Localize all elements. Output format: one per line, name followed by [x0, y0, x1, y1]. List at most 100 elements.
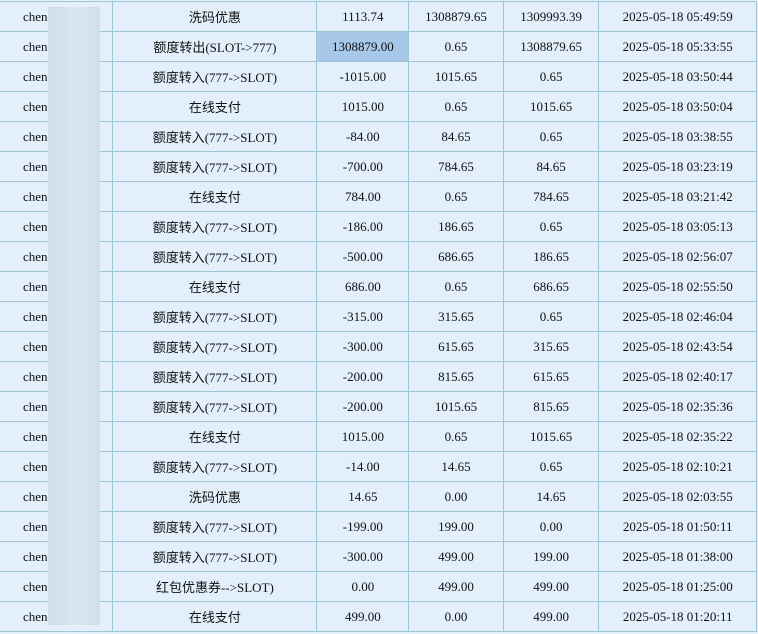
table-row[interactable]: chen 额度转入(777->SLOT) -200.00 815.65 615.65 20…: [0, 361, 757, 392]
cell-amount[interactable]: 14.65: [316, 481, 410, 512]
cell-after[interactable]: 615.65: [502, 361, 600, 392]
cell-before[interactable]: 315.65: [408, 301, 504, 332]
table-row[interactable]: chen 额度转入(777->SLOT) -300.00 615.65 315.65 20…: [0, 331, 757, 362]
cell-type[interactable]: 额度转入(777->SLOT): [112, 241, 318, 272]
table-row[interactable]: chen 在线支付 784.00 0.65 784.65 2025-05-18 03:21…: [0, 181, 757, 212]
cell-before[interactable]: 499.00: [408, 571, 504, 602]
cell-after[interactable]: 84.65: [502, 151, 600, 182]
cell-before[interactable]: 784.65: [408, 151, 504, 182]
cell-before[interactable]: 499.00: [408, 541, 504, 572]
cell-after[interactable]: 1308879.65: [502, 31, 600, 62]
table-row[interactable]: chen 额度转入(777->SLOT) -186.00 186.65 0.65 2025…: [0, 211, 757, 242]
cell-time[interactable]: 2025-05-18 02:10:21: [598, 451, 757, 482]
cell-before[interactable]: 186.65: [408, 211, 504, 242]
cell-before[interactable]: 0.65: [408, 271, 504, 302]
cell-after[interactable]: 1015.65: [502, 421, 600, 452]
cell-amount[interactable]: -14.00: [316, 451, 410, 482]
cell-after[interactable]: 686.65: [502, 271, 600, 302]
cell-type[interactable]: 在线支付: [112, 421, 318, 452]
cell-amount[interactable]: -700.00: [316, 151, 410, 182]
cell-before[interactable]: 0.65: [408, 181, 504, 212]
cell-time[interactable]: 2025-05-18 01:20:11: [598, 601, 757, 632]
table-row[interactable]: chen 额度转入(777->SLOT) -200.00 1015.65 815.65 2…: [0, 391, 757, 422]
cell-type[interactable]: 在线支付: [112, 601, 318, 632]
table-row[interactable]: chen 额度转入(777->SLOT) -199.00 199.00 0.00 2025…: [0, 511, 757, 542]
cell-time[interactable]: 2025-05-18 03:21:42: [598, 181, 757, 212]
table-row[interactable]: chen 洗码优惠 14.65 0.00 14.65 2025-05-18 02:03:5…: [0, 481, 757, 512]
cell-after[interactable]: 199.00: [502, 541, 600, 572]
cell-after[interactable]: 784.65: [502, 181, 600, 212]
cell-type[interactable]: 额度转入(777->SLOT): [112, 541, 318, 572]
table-row[interactable]: chen 在线支付 686.00 0.65 686.65 2025-05-18 02:55…: [0, 271, 757, 302]
cell-time[interactable]: 2025-05-18 01:50:11: [598, 511, 757, 542]
cell-before[interactable]: 615.65: [408, 331, 504, 362]
cell-after[interactable]: 0.65: [502, 121, 600, 152]
cell-amount[interactable]: -186.00: [316, 211, 410, 242]
table-row[interactable]: chen 在线支付 499.00 0.00 499.00 2025-05-18 01:20…: [0, 601, 757, 632]
cell-time[interactable]: 2025-05-18 02:03:55: [598, 481, 757, 512]
cell-before[interactable]: 0.00: [408, 601, 504, 632]
cell-time[interactable]: 2025-05-18 01:25:00: [598, 571, 757, 602]
cell-before[interactable]: 84.65: [408, 121, 504, 152]
cell-amount[interactable]: -200.00: [316, 391, 410, 422]
cell-time[interactable]: 2025-05-18 03:50:44: [598, 61, 757, 92]
cell-before[interactable]: 0.65: [408, 421, 504, 452]
cell-type[interactable]: 额度转入(777->SLOT): [112, 361, 318, 392]
cell-after[interactable]: 815.65: [502, 391, 600, 422]
table-row[interactable]: chen 在线支付 1015.00 0.65 1015.65 2025-05-18 03:…: [0, 91, 757, 122]
cell-amount[interactable]: -1015.00: [316, 61, 410, 92]
cell-amount[interactable]: -300.00: [316, 541, 410, 572]
cell-time[interactable]: 2025-05-18 01:38:00: [598, 541, 757, 572]
cell-time[interactable]: 2025-05-18 02:35:36: [598, 391, 757, 422]
cell-type[interactable]: 在线支付: [112, 181, 318, 212]
cell-time[interactable]: 2025-05-18 02:40:17: [598, 361, 757, 392]
cell-amount[interactable]: 1113.74: [316, 1, 410, 32]
cell-before[interactable]: 1015.65: [408, 391, 504, 422]
cell-type[interactable]: 额度转入(777->SLOT): [112, 211, 318, 242]
cell-amount[interactable]: 499.00: [316, 601, 410, 632]
cell-before[interactable]: 686.65: [408, 241, 504, 272]
cell-before[interactable]: 0.65: [408, 91, 504, 122]
cell-after[interactable]: 499.00: [502, 601, 600, 632]
cell-type[interactable]: 在线支付: [112, 91, 318, 122]
cell-before[interactable]: 14.65: [408, 451, 504, 482]
cell-time[interactable]: 2025-05-18 03:05:13: [598, 211, 757, 242]
cell-after[interactable]: 14.65: [502, 481, 600, 512]
cell-after[interactable]: 1309993.39: [502, 1, 600, 32]
cell-type[interactable]: 红包优惠券-->SLOT): [112, 571, 318, 602]
cell-before[interactable]: 0.65: [408, 31, 504, 62]
cell-after[interactable]: 0.65: [502, 301, 600, 332]
table-row[interactable]: chen 额度转入(777->SLOT) -700.00 784.65 84.65 202…: [0, 151, 757, 182]
cell-time[interactable]: 2025-05-18 02:35:22: [598, 421, 757, 452]
table-row[interactable]: chen 洗码优惠 1113.74 1308879.65 1309993.39 2025-…: [0, 1, 757, 32]
cell-amount[interactable]: -500.00: [316, 241, 410, 272]
cell-type[interactable]: 洗码优惠: [112, 481, 318, 512]
cell-type[interactable]: 额度转出(SLOT->777): [112, 31, 318, 62]
cell-before[interactable]: 199.00: [408, 511, 504, 542]
table-row[interactable]: chen 额度转入(777->SLOT) -300.00 499.00 199.00 20…: [0, 541, 757, 572]
cell-amount[interactable]: -200.00: [316, 361, 410, 392]
cell-after[interactable]: 0.65: [502, 211, 600, 242]
table-row[interactable]: chen 额度转入(777->SLOT) -315.00 315.65 0.65 2025…: [0, 301, 757, 332]
cell-after[interactable]: 315.65: [502, 331, 600, 362]
cell-after[interactable]: 1015.65: [502, 91, 600, 122]
cell-type[interactable]: 洗码优惠: [112, 1, 318, 32]
cell-type[interactable]: 额度转入(777->SLOT): [112, 121, 318, 152]
cell-amount[interactable]: 0.00: [316, 571, 410, 602]
cell-amount[interactable]: 1015.00: [316, 421, 410, 452]
cell-type[interactable]: 额度转入(777->SLOT): [112, 61, 318, 92]
cell-after[interactable]: 0.65: [502, 451, 600, 482]
cell-before[interactable]: 0.00: [408, 481, 504, 512]
cell-time[interactable]: 2025-05-18 05:33:55: [598, 31, 757, 62]
cell-time[interactable]: 2025-05-18 03:23:19: [598, 151, 757, 182]
table-row[interactable]: chen 额度转出(SLOT->777) 1308879.00 0.65 1308879…: [0, 31, 757, 62]
cell-amount[interactable]: 1308879.00: [316, 31, 410, 62]
table-row[interactable]: chen 额度转入(777->SLOT) -84.00 84.65 0.65 2025-0…: [0, 121, 757, 152]
cell-before[interactable]: 815.65: [408, 361, 504, 392]
cell-type[interactable]: 额度转入(777->SLOT): [112, 331, 318, 362]
cell-amount[interactable]: 784.00: [316, 181, 410, 212]
table-row[interactable]: chen 额度转入(777->SLOT) -500.00 686.65 186.65 20…: [0, 241, 757, 272]
cell-time[interactable]: 2025-05-18 02:55:50: [598, 271, 757, 302]
cell-after[interactable]: 186.65: [502, 241, 600, 272]
cell-time[interactable]: 2025-05-18 03:50:04: [598, 91, 757, 122]
